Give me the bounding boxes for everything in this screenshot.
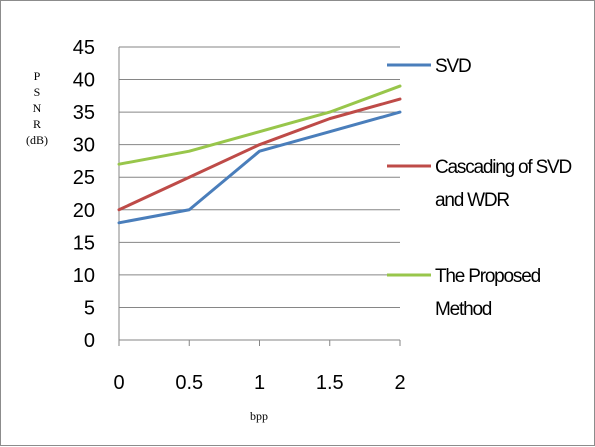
y-axis-label-letter-1: S xyxy=(34,85,41,99)
y-tick-label-0: 0 xyxy=(84,330,95,352)
legend-label-1-1: and WDR xyxy=(435,190,509,211)
legend-label-0-0: SVD xyxy=(435,56,471,77)
legend-label-2-0: The Proposed xyxy=(435,266,541,287)
legend-layer: SVD Cascading of SVD and WDR The Proposed Me… xyxy=(387,56,573,320)
y-axis-label-unit: (dB) xyxy=(26,133,48,147)
y-tick-label-15: 15 xyxy=(73,232,95,254)
y-tick-label-5: 5 xyxy=(84,297,95,319)
y-tick-label-20: 20 xyxy=(73,200,95,222)
x-tick-label-3: 1.5 xyxy=(316,372,344,394)
axis-layer: 0 5 10 15 20 25 30 35 40 45 0 0.5 1 1.5 2 xyxy=(73,37,406,394)
series-line-1 xyxy=(117,97,402,212)
x-axis-label: bpp xyxy=(250,409,268,423)
x-tick-label-2: 1 xyxy=(254,372,265,394)
x-tick-label-0: 0 xyxy=(113,372,124,394)
legend-label-2-1: Method xyxy=(435,299,492,320)
x-tick-label-4: 2 xyxy=(394,372,405,394)
y-tick-label-10: 10 xyxy=(73,265,95,287)
y-axis-label-letter-2: N xyxy=(33,101,42,115)
y-tick-label-25: 25 xyxy=(73,167,95,189)
series-line-0 xyxy=(117,110,402,225)
y-tick-label-30: 30 xyxy=(73,135,95,157)
series-line-2 xyxy=(117,84,402,166)
y-axis-label-letter-0: P xyxy=(34,69,41,83)
y-axis-label-letter-3: R xyxy=(33,117,41,131)
y-tick-label-40: 40 xyxy=(73,70,95,92)
grid-layer xyxy=(119,46,400,308)
x-tick-label-1: 0.5 xyxy=(175,372,203,394)
series-layer xyxy=(117,84,402,225)
legend-label-1-0: Cascading of SVD xyxy=(435,157,572,178)
y-tick-label-45: 45 xyxy=(73,37,95,59)
y-tick-label-35: 35 xyxy=(73,102,95,124)
